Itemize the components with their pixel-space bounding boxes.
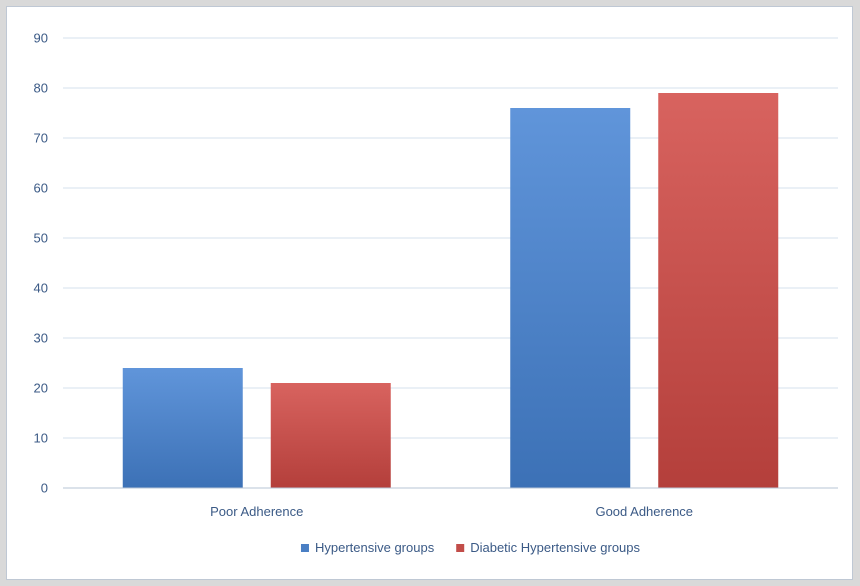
bar-hypertensive-good	[510, 108, 631, 488]
y-tick-label: 70	[34, 131, 48, 146]
bar-diabetic-hypertensive-good	[658, 93, 779, 488]
x-category-label: Good Adherence	[595, 504, 693, 519]
y-tick-label: 40	[34, 281, 48, 296]
bar-hypertensive-poor	[122, 368, 243, 488]
x-axis: Poor Adherence Good Adherence	[63, 487, 838, 519]
y-tick-label: 90	[34, 31, 48, 46]
y-tick-label: 80	[34, 81, 48, 96]
legend-label-hypertensive: Hypertensive groups	[315, 540, 435, 555]
y-tick-label: 60	[34, 181, 48, 196]
y-axis: 0 10 20 30 40 50 60 70 80 90	[34, 31, 48, 496]
legend-swatch-diabetic-hypertensive	[456, 544, 465, 552]
y-tick-label: 10	[34, 431, 48, 446]
legend-swatch-hypertensive	[300, 544, 309, 552]
bars	[122, 93, 779, 488]
legend: Hypertensive groups Diabetic Hypertensive…	[300, 540, 641, 555]
legend-label-diabetic-hypertensive: Diabetic Hypertensive groups	[470, 540, 640, 555]
bar-diabetic-hypertensive-poor	[270, 383, 391, 488]
y-tick-label: 30	[34, 331, 48, 346]
x-category-label: Poor Adherence	[210, 504, 303, 519]
y-tick-label: 50	[34, 231, 48, 246]
y-tick-label: 0	[41, 481, 48, 496]
y-tick-label: 20	[34, 381, 48, 396]
